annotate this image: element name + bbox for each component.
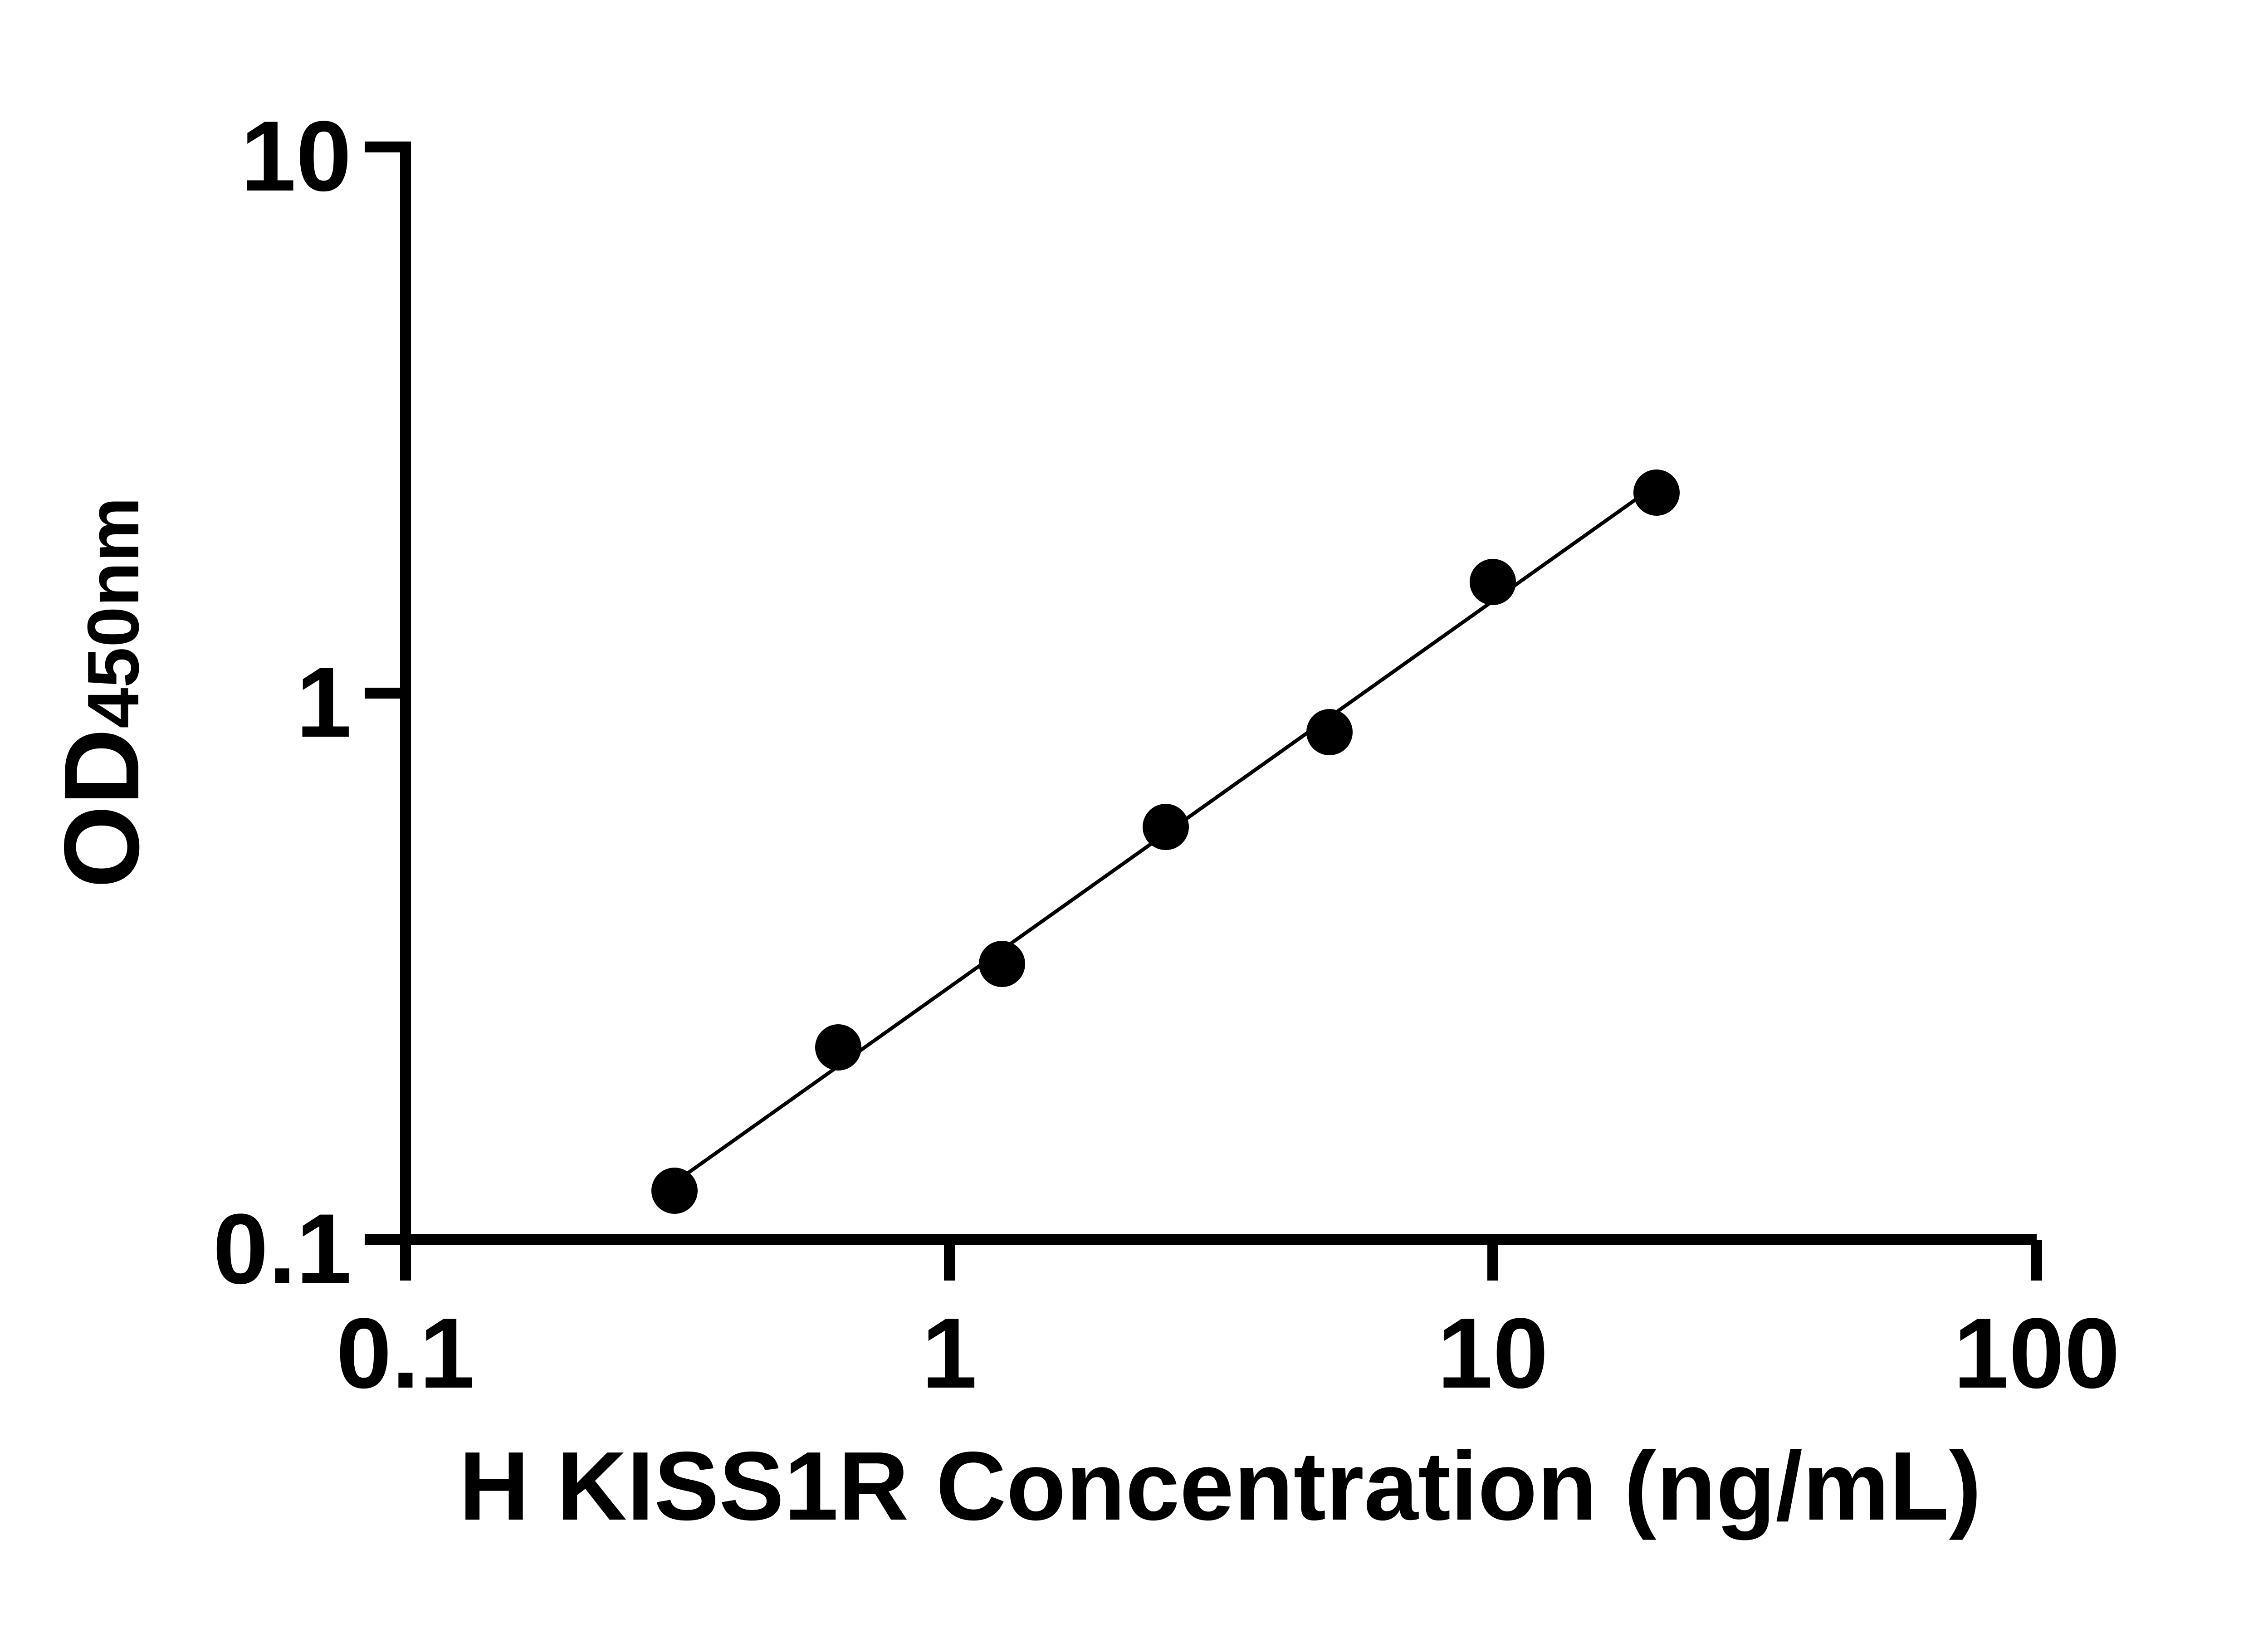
svg-text:100: 100	[1953, 1297, 2120, 1409]
svg-text:10: 10	[240, 100, 352, 212]
svg-text:0.1: 0.1	[213, 1193, 352, 1305]
svg-text:0.1: 0.1	[336, 1297, 475, 1409]
svg-text:1: 1	[296, 646, 352, 758]
svg-text:1: 1	[922, 1297, 977, 1409]
svg-text:H KISS1R Concentration (ng/mL): H KISS1R Concentration (ng/mL)	[459, 1431, 1981, 1540]
svg-text:10: 10	[1437, 1297, 1549, 1409]
